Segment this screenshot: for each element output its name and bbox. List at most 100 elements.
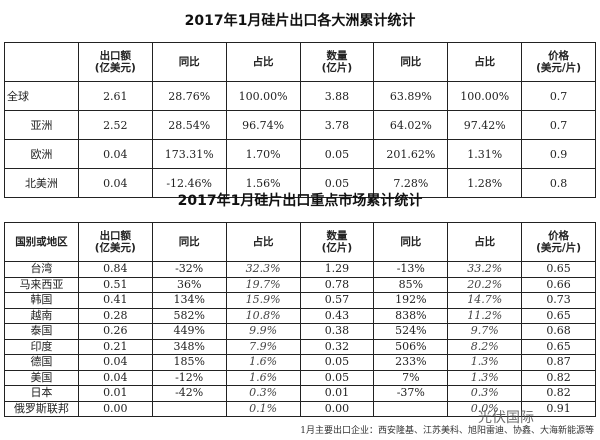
table-row: 北美洲 0.04 -12.46% 1.56% 0.05 7.28% 1.28% 0.8 — [4, 168, 596, 198]
key-market-export-table: 国别或地区 出口额 (亿美元) 同比 占比 数量 (亿片) 同比 占比 价格 (美元/片) 台湾… — [4, 222, 596, 417]
value-cell: 0.57 — [299, 292, 375, 309]
value-cell: 14.7% — [447, 292, 523, 309]
column-header: 数量 (亿片) — [299, 222, 375, 262]
table-row: 美国 0.04 -12% 1.6% 0.05 7% 1.3% 0.82 — [4, 369, 596, 386]
region-cell: 美国 — [4, 369, 79, 386]
column-header: 价格 (美元/片) — [521, 222, 596, 262]
value-cell: 0.05 — [299, 139, 375, 169]
value-cell: 0.05 — [299, 354, 375, 371]
value-cell: 96.74% — [225, 110, 301, 140]
value-cell: 100.00% — [447, 81, 523, 111]
value-cell: 7% — [373, 369, 449, 386]
value-cell: 28.54% — [151, 110, 227, 140]
value-cell — [151, 400, 227, 417]
value-cell: 20.2% — [447, 276, 523, 293]
value-cell: 63.89% — [373, 81, 449, 111]
region-cell: 韩国 — [4, 292, 79, 309]
value-cell: 0.82 — [521, 369, 596, 386]
column-header: 同比 — [373, 42, 449, 82]
region-cell: 俄罗斯联邦 — [4, 400, 79, 417]
value-cell: 582% — [151, 307, 227, 324]
value-cell: 348% — [151, 338, 227, 355]
value-cell: 19.7% — [225, 276, 301, 293]
value-cell: 0.26 — [77, 323, 153, 340]
value-cell: 0.01 — [299, 385, 375, 402]
value-cell: 0.32 — [299, 338, 375, 355]
value-cell: -42% — [151, 385, 227, 402]
value-cell: 0.00 — [77, 400, 153, 417]
column-header — [4, 42, 79, 82]
value-cell: 32.3% — [225, 261, 301, 278]
value-cell: 3.78 — [299, 110, 375, 140]
value-cell: 0.1% — [225, 400, 301, 417]
column-header: 国别或地区 — [4, 222, 79, 262]
table-row: 全球 2.61 28.76% 100.00% 3.88 63.89% 100.00% 0.7 — [4, 81, 596, 111]
value-cell: 0.78 — [299, 276, 375, 293]
value-cell: -32% — [151, 261, 227, 278]
region-cell: 全球 — [4, 81, 79, 111]
table-row: 德国 0.04 185% 1.6% 0.05 233% 1.3% 0.87 — [4, 354, 596, 371]
column-header: 同比 — [151, 222, 227, 262]
value-cell: 838% — [373, 307, 449, 324]
value-cell: 11.2% — [447, 307, 523, 324]
value-cell: 0.8 — [521, 168, 596, 198]
column-header: 出口额 (亿美元) — [77, 222, 153, 262]
table-row: 日本 0.01 -42% 0.3% 0.01 -37% 0.3% 0.82 — [4, 385, 596, 402]
value-cell: 97.42% — [447, 110, 523, 140]
value-cell: 1.56% — [225, 168, 301, 198]
column-header: 价格 (美元/片) — [521, 42, 596, 82]
value-cell: 233% — [373, 354, 449, 371]
value-cell: 28.76% — [151, 81, 227, 111]
table-row: 欧洲 0.04 173.31% 1.70% 0.05 201.62% 1.31% 0.9 — [4, 139, 596, 169]
region-cell: 台湾 — [4, 261, 79, 278]
value-cell: 0.87 — [521, 354, 596, 371]
value-cell: 9.9% — [225, 323, 301, 340]
value-cell: 0.0% — [447, 400, 523, 417]
value-cell: 0.68 — [521, 323, 596, 340]
value-cell: -37% — [373, 385, 449, 402]
table2-title: 2017年1月硅片出口重点市场累计统计 — [177, 193, 423, 209]
region-cell: 泰国 — [4, 323, 79, 340]
value-cell: 1.28% — [447, 168, 523, 198]
value-cell: 1.3% — [447, 369, 523, 386]
column-header: 占比 — [447, 42, 523, 82]
column-header: 数量 (亿片) — [299, 42, 375, 82]
column-header: 同比 — [151, 42, 227, 82]
value-cell: 0.66 — [521, 276, 596, 293]
region-cell: 马来西亚 — [4, 276, 79, 293]
column-header: 占比 — [447, 222, 523, 262]
region-cell: 北美洲 — [4, 168, 79, 198]
table-row: 马来西亚 0.51 36% 19.7% 0.78 85% 20.2% 0.66 — [4, 276, 596, 293]
value-cell: 3.88 — [299, 81, 375, 111]
value-cell: 33.2% — [447, 261, 523, 278]
table-row: 亚洲 2.52 28.54% 96.74% 3.78 64.02% 97.42% 0.7 — [4, 110, 596, 140]
value-cell: 0.05 — [299, 369, 375, 386]
column-header: 占比 — [225, 222, 301, 262]
value-cell: 8.2% — [447, 338, 523, 355]
region-cell: 日本 — [4, 385, 79, 402]
value-cell: 0.65 — [521, 307, 596, 324]
value-cell: 0.51 — [77, 276, 153, 293]
value-cell: 36% — [151, 276, 227, 293]
continent-export-table: 出口额 (亿美元) 同比 占比 数量 (亿片) 同比 占比 价格 (美元/片) 全球 2.61 2… — [4, 42, 596, 198]
value-cell: 1.3% — [447, 354, 523, 371]
column-header: 出口额 (亿美元) — [77, 42, 153, 82]
value-cell: 0.04 — [77, 139, 153, 169]
value-cell: 201.62% — [373, 139, 449, 169]
value-cell: 0.9 — [521, 139, 596, 169]
region-cell: 印度 — [4, 338, 79, 355]
value-cell: 0.7 — [521, 110, 596, 140]
value-cell: 0.21 — [77, 338, 153, 355]
region-cell: 越南 — [4, 307, 79, 324]
value-cell — [373, 400, 449, 417]
value-cell: 134% — [151, 292, 227, 309]
value-cell: 2.61 — [77, 81, 153, 111]
value-cell: 0.3% — [447, 385, 523, 402]
watermark-logo: 光伏国际 — [478, 410, 534, 426]
value-cell: 0.28 — [77, 307, 153, 324]
value-cell: 64.02% — [373, 110, 449, 140]
value-cell: -13% — [373, 261, 449, 278]
value-cell: 0.73 — [521, 292, 596, 309]
value-cell: 0.7 — [521, 81, 596, 111]
value-cell: 0.04 — [77, 168, 153, 198]
